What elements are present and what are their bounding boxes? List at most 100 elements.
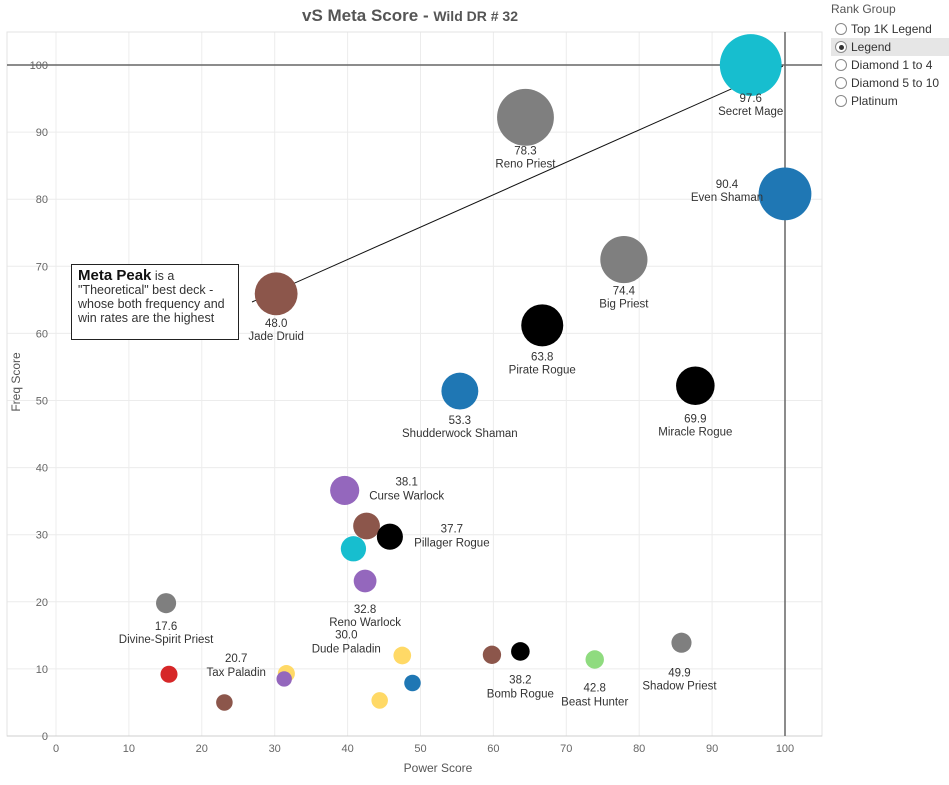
point-unlabeled <box>216 694 233 711</box>
point-unlabeled <box>340 536 367 562</box>
rank-option-legend[interactable]: Legend <box>831 38 949 56</box>
point-unlabeled <box>160 665 178 683</box>
radio-button-icon[interactable] <box>835 77 847 89</box>
name-label-tax-paladin: Tax Paladin <box>206 667 265 679</box>
score-label-divine-spirit-priest: 17.6 <box>155 621 177 633</box>
y-axis-label: Freq Score <box>9 352 23 412</box>
score-label-even-shaman: 90.4 <box>716 179 739 191</box>
chart-title: vS Meta Score - Wild DR # 32 <box>0 6 820 26</box>
arrow-line <box>251 65 784 303</box>
rank-option-diamond-1-to-4[interactable]: Diamond 1 to 4 <box>831 56 949 74</box>
reference-lines <box>7 32 822 736</box>
chart-title-main: vS Meta Score - <box>302 6 434 25</box>
point-secret-mage <box>719 34 782 96</box>
score-label-bomb-rogue: 38.2 <box>509 674 531 686</box>
score-label-pillager-rogue: 37.7 <box>441 524 463 536</box>
x-tick-label: 90 <box>706 743 718 755</box>
point-shadow-priest <box>671 632 692 653</box>
x-tick-label: 50 <box>414 743 426 755</box>
radio-button-icon[interactable] <box>835 59 847 71</box>
score-label-beast-hunter: 42.8 <box>584 683 606 695</box>
rank-option-top-1k-legend[interactable]: Top 1K Legend <box>831 20 949 38</box>
name-label-jade-druid: Jade Druid <box>248 331 304 343</box>
point-bomb-rogue <box>511 642 530 661</box>
point-pirate-rogue <box>521 304 564 347</box>
rank-option-label: Diamond 5 to 10 <box>851 76 940 90</box>
point-reno-priest <box>497 88 554 146</box>
point-miracle-rogue <box>676 366 715 406</box>
axis-ticks: 0 10 20 30 40 50 60 70 80 90 100 0 10 20 30 40 50 60 70 80 9… <box>30 60 795 755</box>
radio-button-icon[interactable] <box>835 95 847 107</box>
meta-peak-title: Meta Peak <box>78 267 152 284</box>
x-tick-label: 80 <box>633 743 645 755</box>
score-label-secret-mage: 97.6 <box>740 93 762 105</box>
name-label-shadow-priest: Shadow Priest <box>642 681 717 693</box>
point-curse-warlock <box>330 475 360 505</box>
point-tax-paladin <box>276 671 292 687</box>
x-tick-label: 70 <box>560 743 572 755</box>
name-label-reno-warlock: Reno Warlock <box>329 617 401 629</box>
point-big-priest <box>600 235 648 284</box>
y-tick-label: 40 <box>36 463 48 475</box>
y-tick-label: 70 <box>36 261 48 273</box>
name-label-secret-mage: Secret Mage <box>718 106 783 118</box>
data-points <box>156 34 812 711</box>
score-label-pirate-rogue: 63.8 <box>531 351 553 363</box>
point-reno-warlock <box>353 569 377 593</box>
plot-frame <box>6 31 823 737</box>
rank-group-title: Rank Group <box>831 2 896 16</box>
name-label-pillager-rogue: Pillager Rogue <box>414 538 489 550</box>
score-label-jade-druid: 48.0 <box>265 318 287 330</box>
point-dude-paladin <box>393 646 412 665</box>
score-label-shudderwock-shaman: 53.3 <box>449 415 471 427</box>
radio-button-icon[interactable] <box>835 23 847 35</box>
x-tick-label: 20 <box>196 743 208 755</box>
name-label-dude-paladin: Dude Paladin <box>312 643 381 655</box>
point-beast-hunter <box>585 650 604 669</box>
x-tick-label: 0 <box>53 743 59 755</box>
point-unlabeled <box>353 512 380 540</box>
name-label-curse-warlock: Curse Warlock <box>369 490 444 502</box>
rank-option-label: Top 1K Legend <box>851 22 932 36</box>
x-tick-label: 60 <box>487 743 499 755</box>
radio-button-icon[interactable] <box>835 41 847 53</box>
name-label-bomb-rogue: Bomb Rogue <box>487 688 554 700</box>
rank-option-label: Legend <box>851 40 892 54</box>
meta-peak-annotation: Meta Peak is a "Theoretical" best deck -… <box>71 264 239 340</box>
y-tick-label: 90 <box>36 127 48 139</box>
name-label-even-shaman: Even Shaman <box>691 192 763 204</box>
point-jade-druid <box>254 272 298 316</box>
point-even-shaman <box>758 167 812 221</box>
name-label-shudderwock-shaman: Shudderwock Shaman <box>402 428 518 440</box>
y-tick-label: 20 <box>36 597 48 609</box>
point-unlabeled <box>482 645 502 664</box>
score-label-dude-paladin: 30.0 <box>335 629 357 641</box>
y-tick-label: 0 <box>42 731 48 743</box>
y-tick-label: 50 <box>36 396 48 408</box>
rank-option-label: Diamond 1 to 4 <box>851 58 933 72</box>
point-shudderwock-shaman <box>441 372 479 410</box>
score-label-reno-warlock: 32.8 <box>354 604 376 616</box>
rank-option-platinum[interactable]: Platinum <box>831 92 949 110</box>
score-label-big-priest: 74.4 <box>613 286 636 298</box>
name-label-reno-priest: Reno Priest <box>495 158 556 170</box>
rank-group-options: Top 1K Legend Legend Diamond 1 to 4 Diamond… <box>831 20 949 110</box>
y-tick-label: 100 <box>30 60 48 72</box>
rank-option-diamond-5-to-10[interactable]: Diamond 5 to 10 <box>831 74 949 92</box>
meta-peak-text: is a "Theoretical" best deck - whose bot… <box>78 269 225 325</box>
y-tick-label: 80 <box>36 194 48 206</box>
y-tick-label: 10 <box>36 664 48 676</box>
score-label-tax-paladin: 20.7 <box>225 653 247 665</box>
chart-title-sub: Wild DR # 32 <box>433 8 518 24</box>
point-divine-spirit-priest <box>156 593 177 614</box>
score-label-reno-priest: 78.3 <box>514 145 536 157</box>
name-label-pirate-rogue: Pirate Rogue <box>509 364 576 376</box>
name-label-beast-hunter: Beast Hunter <box>561 697 628 709</box>
score-label-miracle-rogue: 69.9 <box>684 414 706 426</box>
x-axis-label: Power Score <box>404 761 473 775</box>
point-unlabeled <box>371 692 388 709</box>
name-label-divine-spirit-priest: Divine-Spirit Priest <box>119 634 214 646</box>
score-label-shadow-priest: 49.9 <box>668 668 690 680</box>
